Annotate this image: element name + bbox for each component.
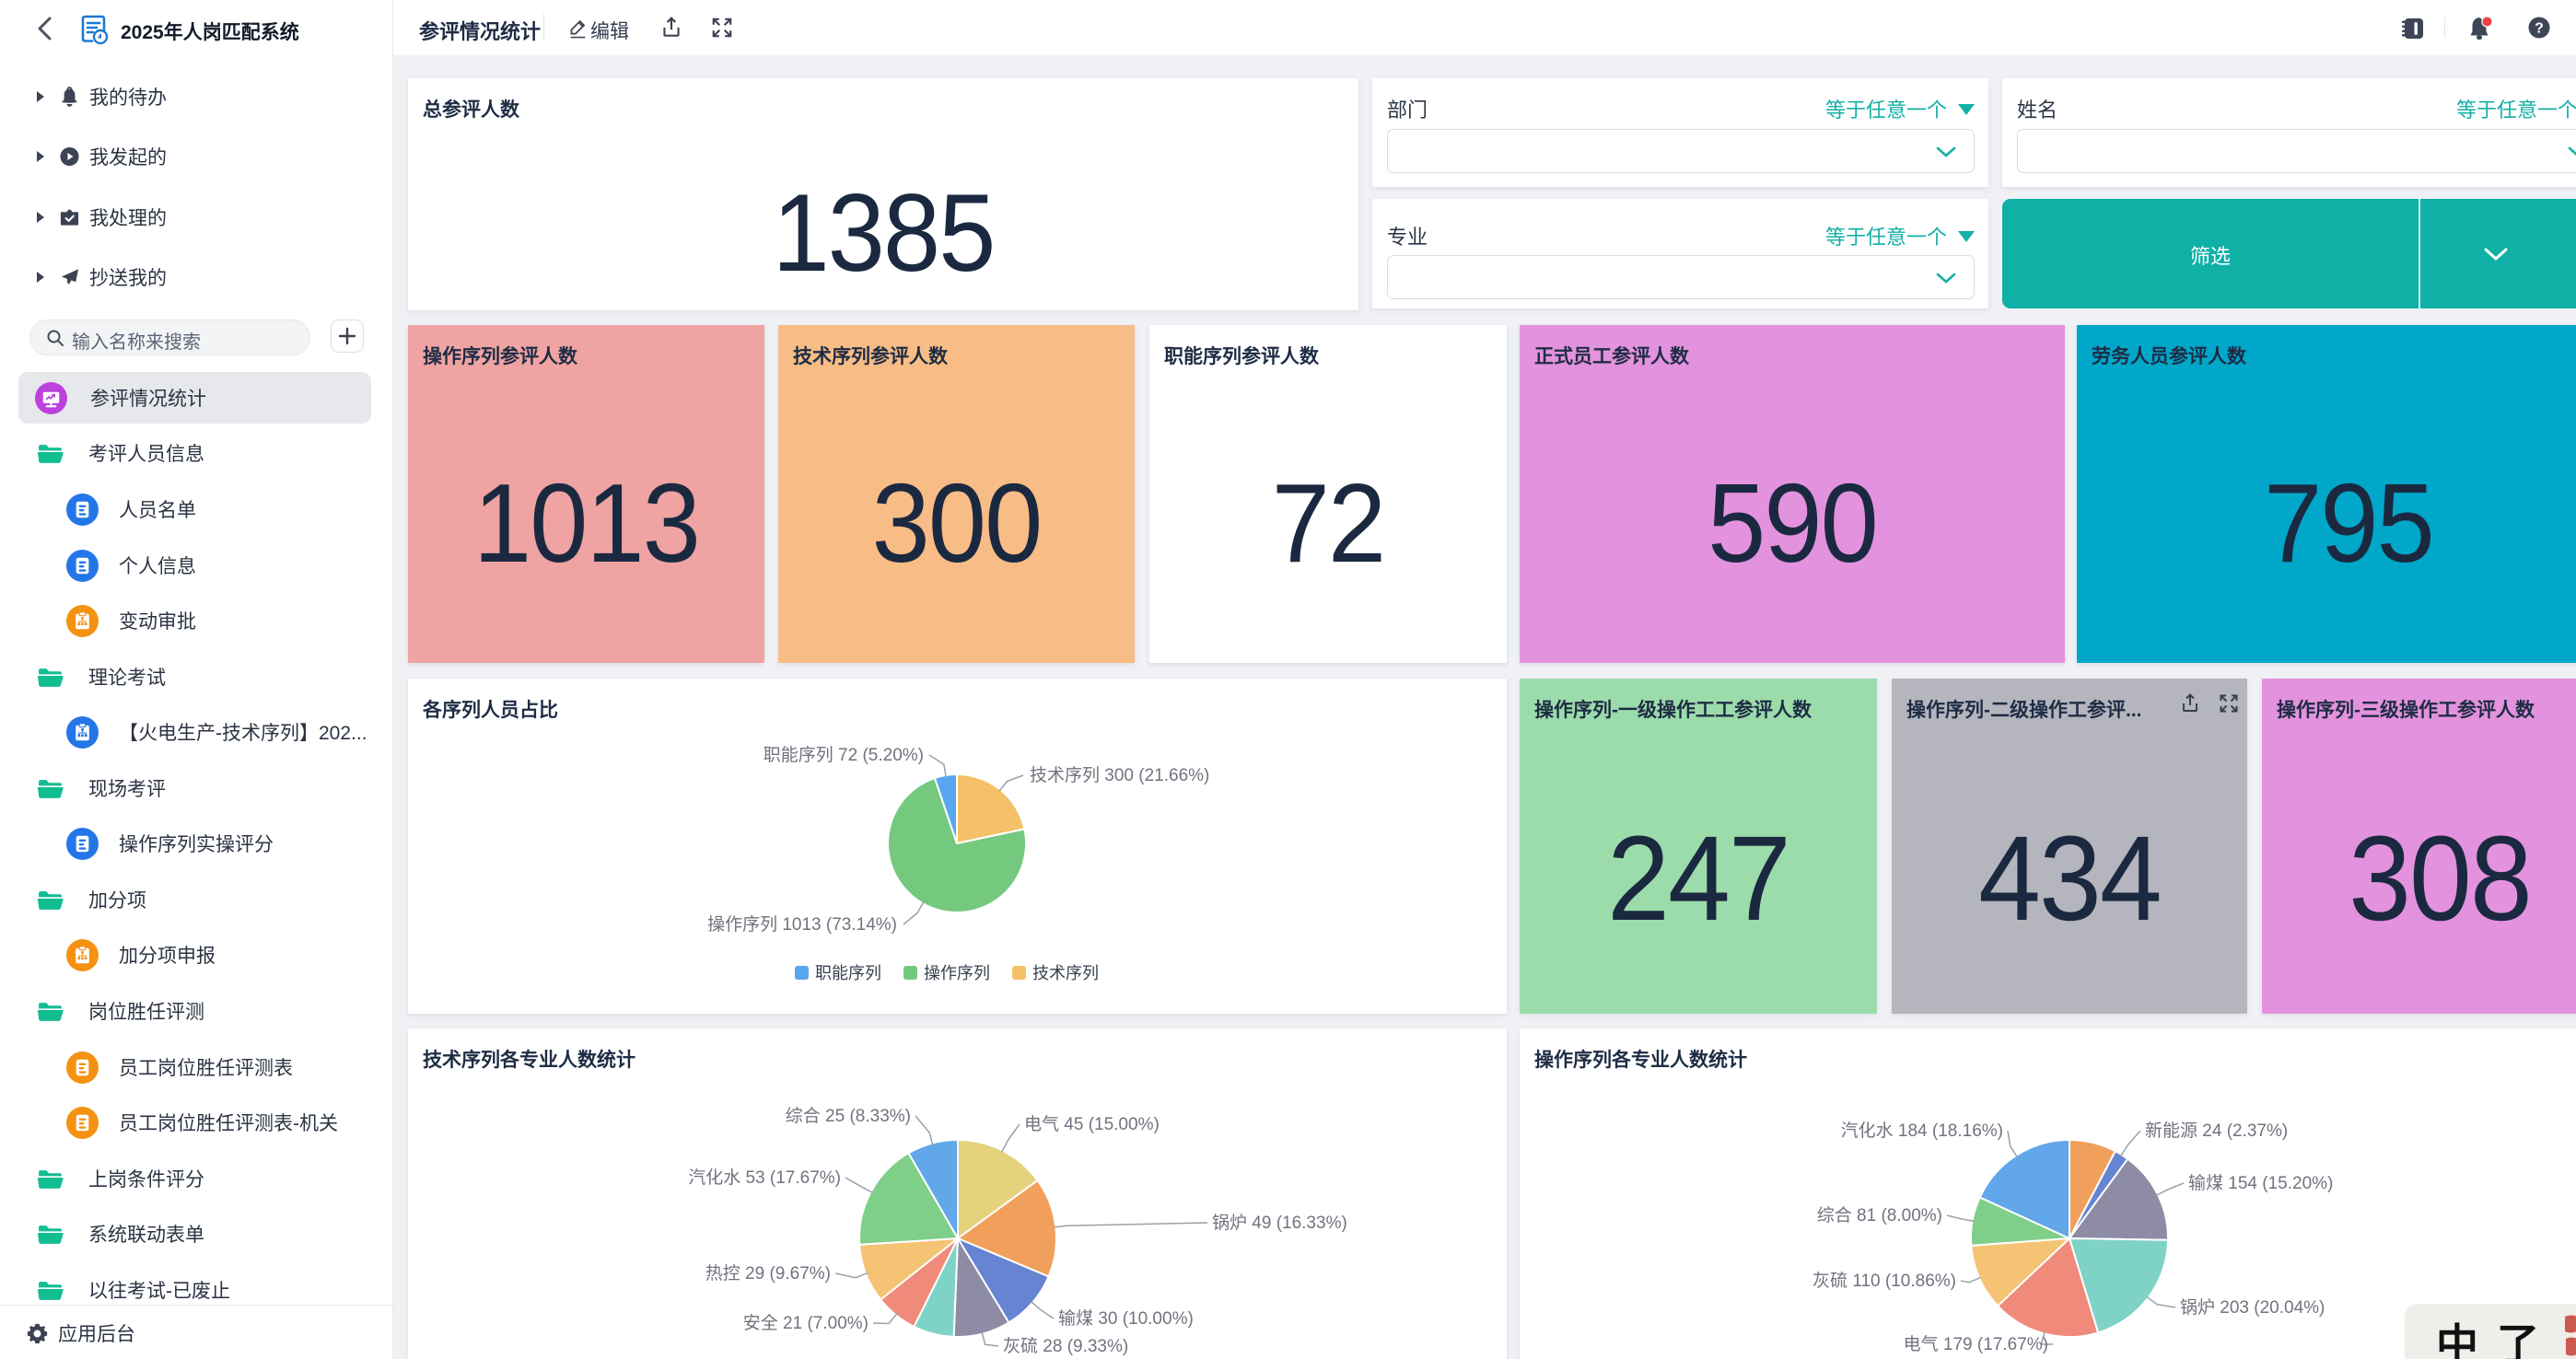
svg-text:电气 45 (15.00%): 电气 45 (15.00%) [1024, 1114, 1160, 1134]
svg-text:输煤 30 (10.00%): 输煤 30 (10.00%) [1058, 1308, 1194, 1329]
svg-text:技术序列 300 (21.66%): 技术序列 300 (21.66%) [1030, 765, 1209, 785]
svg-text:?: ? [2535, 21, 2544, 37]
svg-text:汽化水 184 (18.16%): 汽化水 184 (18.16%) [1841, 1121, 2003, 1141]
svg-text:安全 21 (7.00%): 安全 21 (7.00%) [743, 1313, 868, 1333]
svg-text:灰硫 28 (9.33%): 灰硫 28 (9.33%) [1003, 1336, 1128, 1356]
svg-text:综合 25 (8.33%): 综合 25 (8.33%) [786, 1106, 911, 1126]
svg-text:操作序列: 操作序列 [924, 964, 990, 982]
svg-text:职能序列 72 (5.20%): 职能序列 72 (5.20%) [763, 745, 924, 765]
svg-text:热控 29 (9.67%): 热控 29 (9.67%) [705, 1263, 831, 1284]
svg-text:输煤 154 (15.20%): 输煤 154 (15.20%) [2188, 1173, 2333, 1193]
svg-text:新能源 24 (2.37%): 新能源 24 (2.37%) [2145, 1121, 2288, 1141]
svg-text:职能序列: 职能序列 [815, 964, 881, 982]
svg-text:技术序列: 技术序列 [1032, 964, 1099, 982]
svg-text:灰硫 110 (10.86%): 灰硫 110 (10.86%) [1813, 1271, 1956, 1291]
svg-text:汽化水 53 (17.67%): 汽化水 53 (17.67%) [688, 1167, 841, 1188]
svg-text:锅炉 203 (20.04%): 锅炉 203 (20.04%) [2180, 1297, 2325, 1318]
svg-text:电气 179 (17.67%): 电气 179 (17.67%) [1904, 1334, 2048, 1354]
svg-text:操作序列 1013 (73.14%): 操作序列 1013 (73.14%) [707, 914, 897, 935]
svg-text:锅炉 49 (16.33%): 锅炉 49 (16.33%) [1212, 1213, 1347, 1233]
svg-text:综合 81 (8.00%): 综合 81 (8.00%) [1817, 1205, 1942, 1225]
